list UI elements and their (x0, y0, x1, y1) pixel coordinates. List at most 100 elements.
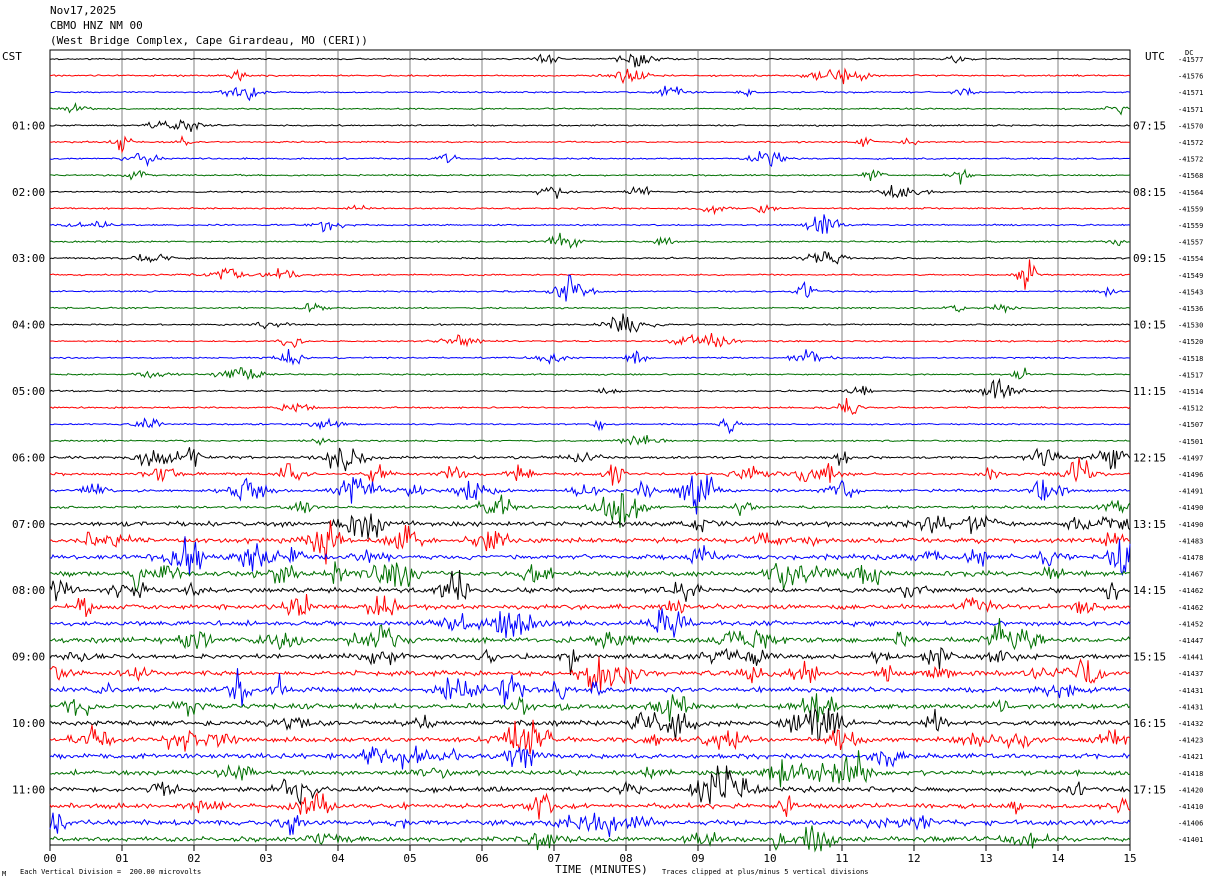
trace-line (50, 561, 1131, 592)
trace-line (49, 656, 1131, 691)
left-hour-label: 03:00 (12, 252, 45, 265)
trace-line (49, 493, 1131, 528)
right-timezone-label: UTC (1145, 50, 1165, 63)
trace-line (49, 569, 1131, 602)
left-hour-label: 05:00 (12, 385, 45, 398)
station-code: CBMO HNZ NM 00 (50, 19, 143, 32)
dc-offset-label: -41420 (1178, 786, 1203, 794)
dc-offset-label: -41431 (1178, 703, 1203, 711)
right-hour-label: 07:15 (1133, 119, 1166, 132)
left-hour-label: 07:00 (12, 518, 45, 531)
left-hour-label: 09:00 (12, 651, 45, 664)
dc-offset-label: -41536 (1178, 305, 1203, 313)
dc-offset-label: -41452 (1178, 620, 1203, 628)
dc-offset-label: -41520 (1178, 338, 1203, 346)
dc-offset-label: -41432 (1178, 720, 1203, 728)
dc-offset-label: -41512 (1178, 405, 1203, 413)
dc-offset-label: -41406 (1178, 820, 1203, 828)
left-hour-label: 08:00 (12, 584, 45, 597)
dc-offset-label: -41564 (1178, 189, 1203, 197)
trace-line (49, 520, 1131, 565)
dc-offset-label: -41559 (1178, 205, 1203, 213)
trace-line (49, 608, 1131, 638)
dc-offset-label: -41572 (1178, 139, 1203, 147)
x-tick-label: 08 (619, 852, 632, 865)
trace-line (49, 513, 1131, 540)
x-tick-label: 03 (259, 852, 272, 865)
dc-offset-label: -41543 (1178, 288, 1203, 296)
dc-offset-label: -41462 (1178, 604, 1203, 612)
dc-offset-label: -41549 (1178, 272, 1203, 280)
left-timezone-label: CST (2, 50, 22, 63)
trace-line (49, 274, 1130, 302)
dc-offset-label: -41437 (1178, 670, 1203, 678)
trace-line (49, 53, 1131, 68)
dc-offset-label: -41401 (1178, 836, 1203, 844)
trace-line (49, 85, 1131, 102)
right-hour-label: 15:15 (1133, 651, 1166, 664)
dc-offset-label: -41571 (1178, 106, 1203, 114)
right-hour-label: 10:15 (1133, 319, 1166, 332)
x-tick-label: 14 (1051, 852, 1065, 865)
dc-offset-label: -41441 (1178, 654, 1203, 662)
plot-frame (49, 49, 1131, 846)
trace-line (49, 333, 1131, 349)
trace-line (49, 447, 1131, 472)
dc-offset-label: -41530 (1178, 322, 1203, 330)
vertical-division-note: Each Vertical Division = 200.00 microvol… (20, 868, 202, 876)
plot-date: Nov17,2025 (50, 4, 117, 17)
dc-offset-label: -41576 (1178, 73, 1203, 81)
trace-line (49, 118, 1131, 133)
right-hour-label: 11:15 (1133, 385, 1166, 398)
x-tick-label: 09 (691, 852, 704, 865)
dc-offset-label: -41418 (1178, 770, 1203, 778)
x-tick-label: 05 (403, 852, 416, 865)
dc-offset-label: -41497 (1178, 454, 1203, 462)
dc-offset-label: -41431 (1178, 687, 1203, 695)
dc-offset-label: -41518 (1178, 355, 1203, 363)
trace-line (49, 377, 1131, 400)
trace-line (49, 398, 1131, 416)
trace-line (49, 647, 1131, 676)
trace-line (49, 134, 1130, 154)
left-hour-label: 04:00 (12, 319, 45, 332)
x-tick-label: 07 (547, 852, 560, 865)
trace-line (49, 313, 1131, 334)
dc-offset-label: -41507 (1178, 421, 1203, 429)
station-location: (West Bridge Complex, Cape Girardeau, MO… (50, 34, 368, 47)
corner-mark: M (2, 870, 7, 878)
dc-offset-label: -41514 (1178, 388, 1203, 396)
dc-header-label: DC (1185, 49, 1194, 57)
trace-line (49, 232, 1131, 250)
trace-line (49, 791, 1131, 820)
x-tick-label: 15 (1123, 852, 1136, 865)
dc-offset-label: -41490 (1178, 521, 1203, 529)
right-hour-label: 08:15 (1133, 186, 1166, 199)
trace-line (49, 693, 1131, 723)
right-hour-label: 17:15 (1133, 783, 1166, 796)
x-tick-label: 12 (907, 852, 920, 865)
dc-offset-label: -41501 (1178, 438, 1203, 446)
trace-line (49, 251, 1131, 265)
trace-line (49, 825, 1131, 853)
dc-offset-label: -41559 (1178, 222, 1203, 230)
x-tick-label: 04 (331, 852, 345, 865)
dc-offset-label: -41517 (1178, 371, 1203, 379)
trace-line (49, 434, 1131, 446)
x-tick-label: 02 (187, 852, 200, 865)
x-axis-title: TIME (MINUTES) (555, 863, 648, 876)
trace-line (49, 618, 1131, 651)
trace-line (50, 168, 1131, 185)
dc-offset-label: -41577 (1178, 56, 1203, 64)
x-tick-label: 01 (115, 852, 128, 865)
trace-line (49, 765, 1131, 806)
trace-line (49, 812, 1131, 837)
x-tick-label: 00 (43, 852, 56, 865)
trace-line (49, 185, 1130, 199)
right-hour-label: 12:15 (1133, 451, 1166, 464)
x-tick-label: 06 (475, 852, 488, 865)
trace-line (49, 750, 1131, 788)
trace-line (49, 594, 1131, 618)
trace-line (49, 668, 1131, 707)
